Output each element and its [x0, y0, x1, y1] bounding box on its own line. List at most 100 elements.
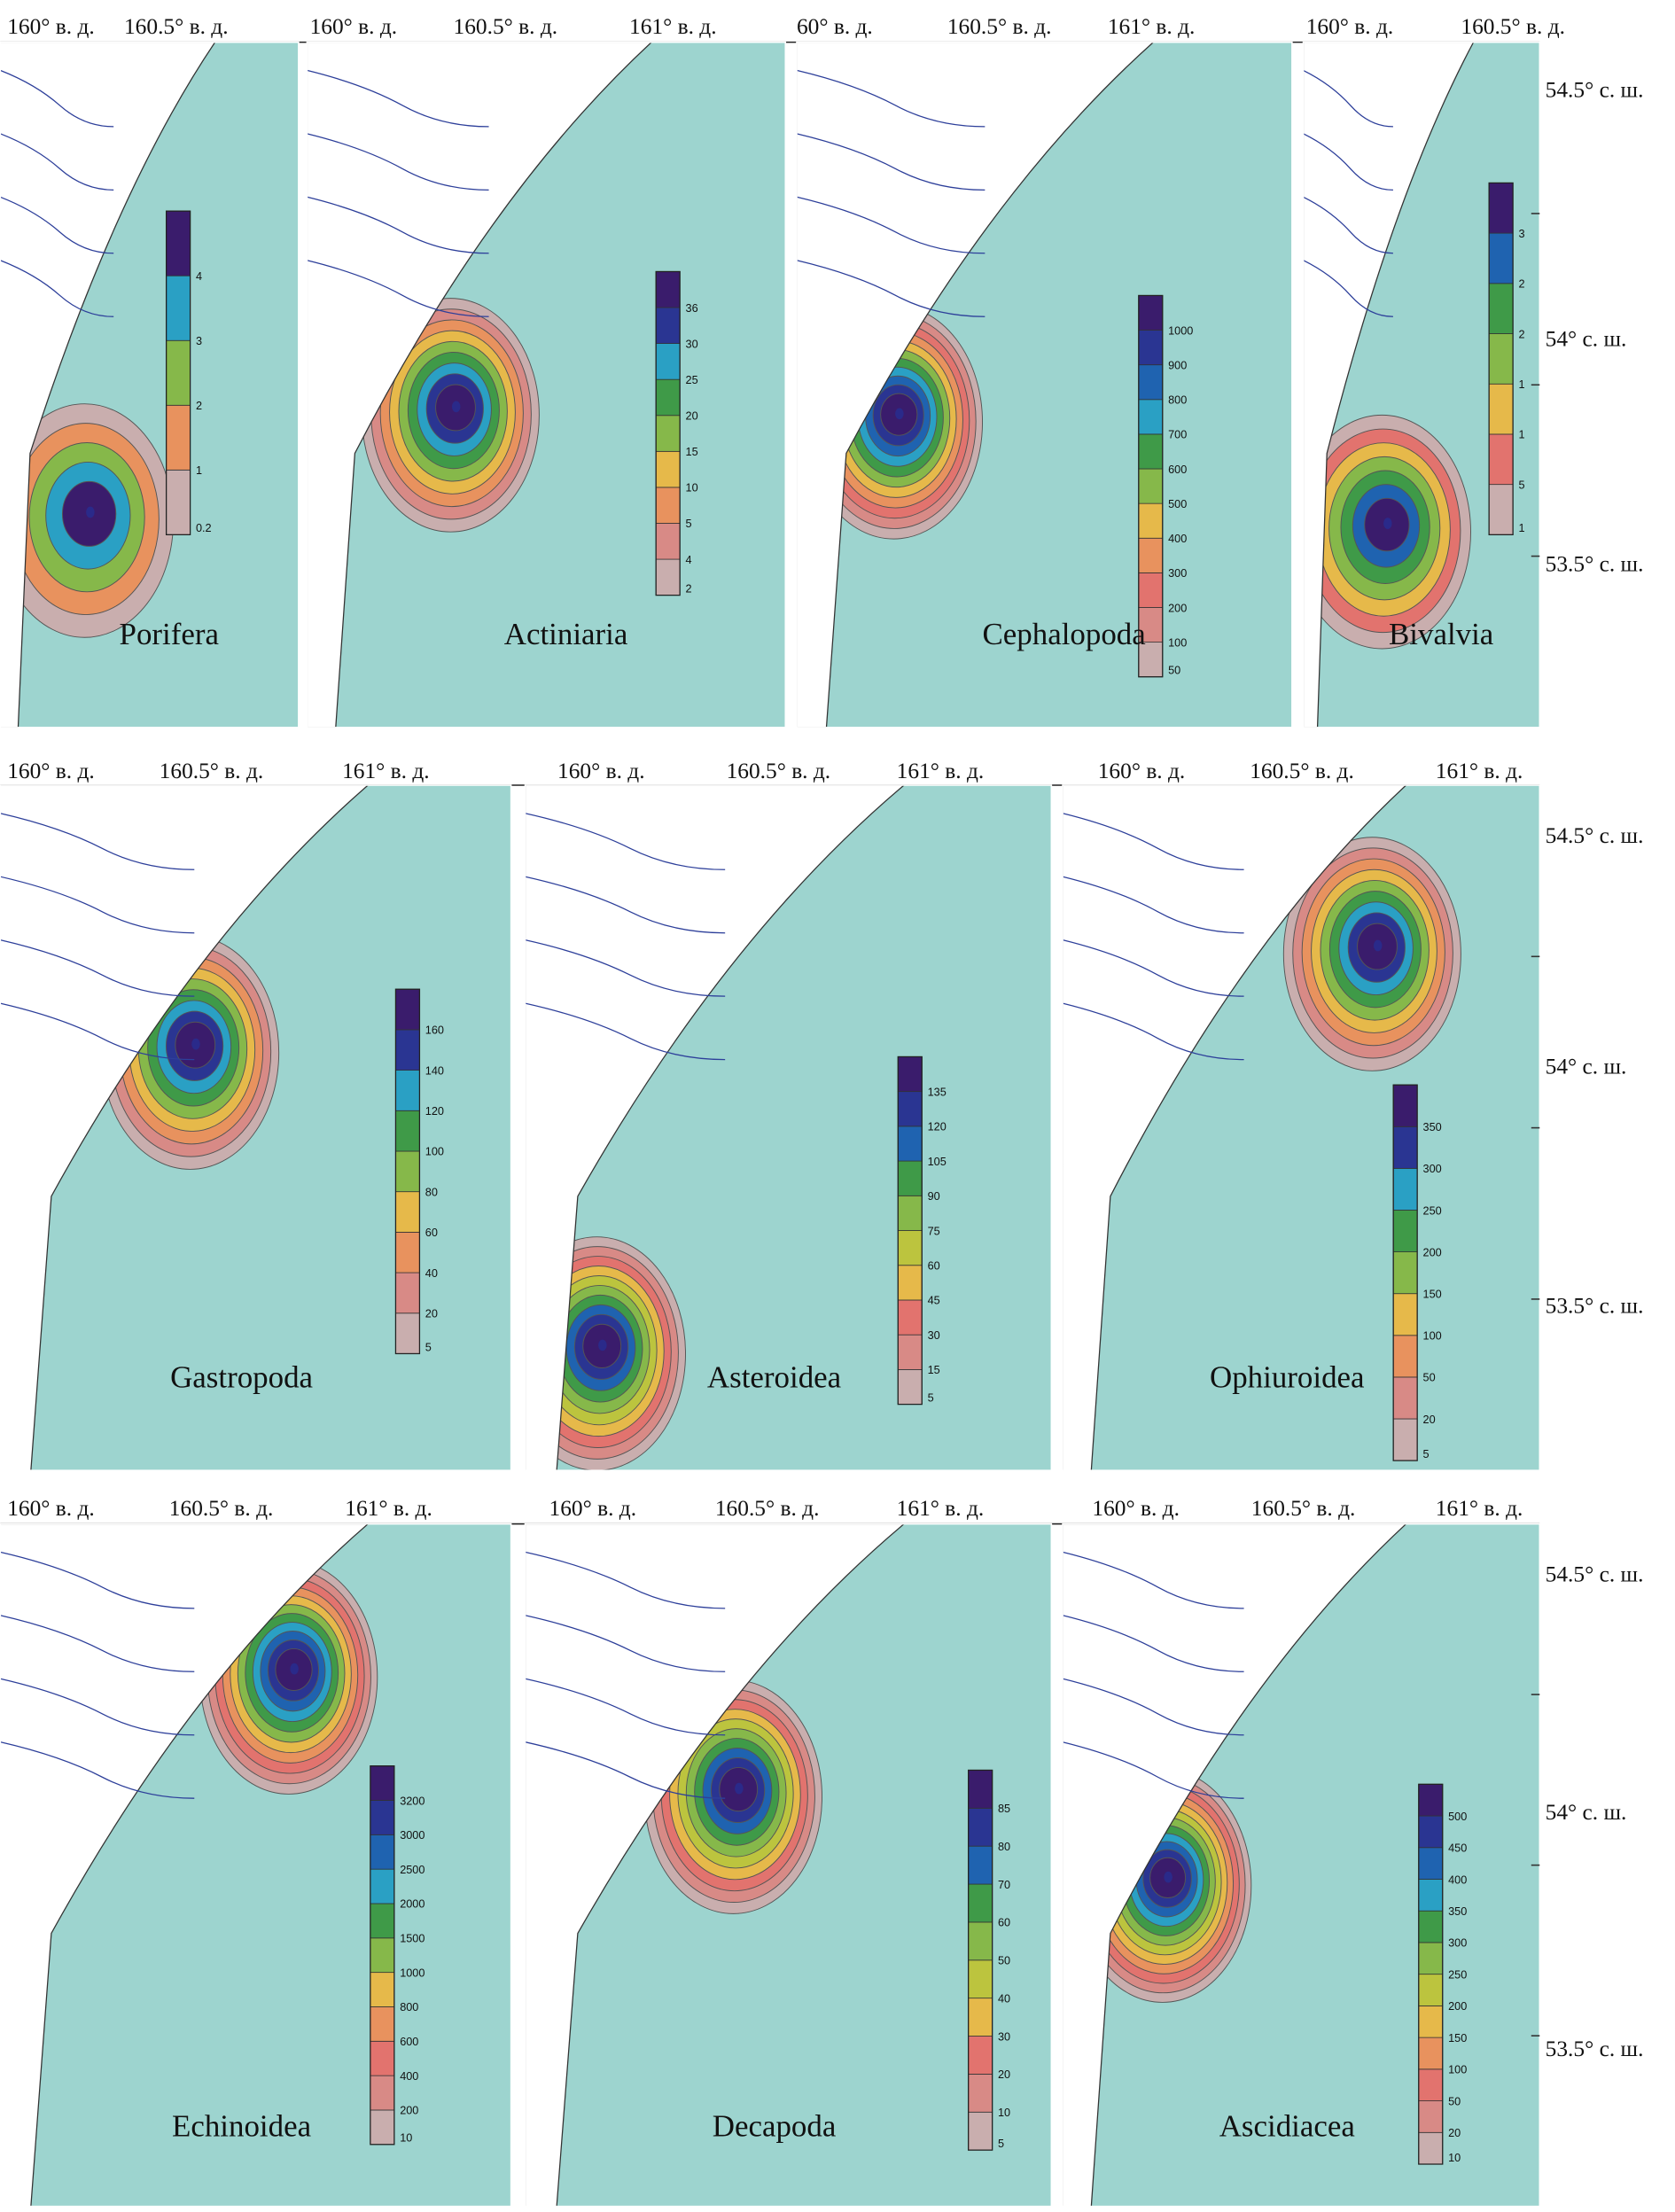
colorbar-label: 2	[686, 582, 692, 595]
river	[0, 1741, 195, 1799]
colorbar-cell	[897, 1125, 923, 1162]
river	[796, 69, 986, 128]
colorbar-cell	[897, 1195, 923, 1231]
panel-title: Decapoda	[713, 2108, 837, 2143]
colorbar-cell	[1488, 383, 1514, 435]
lat-label: 53.5° с. ш.	[1546, 1293, 1644, 1318]
map-panel	[307, 42, 786, 728]
colorbar-label: 400	[1168, 533, 1187, 545]
lon-label: 160.5° в. д.	[1461, 14, 1565, 39]
colorbar-cell	[968, 1959, 993, 1999]
river	[0, 813, 195, 870]
contour-center	[735, 1782, 744, 1795]
colorbar-label: 1	[1518, 522, 1524, 534]
colorbar-cell	[655, 487, 681, 524]
colorbar-label: 600	[400, 2036, 418, 2048]
colorbar-label: 500	[1168, 498, 1187, 510]
colorbar-cell	[1138, 364, 1164, 401]
lon-label: 160.5° в. д.	[1250, 759, 1354, 783]
colorbar-cell	[1392, 1210, 1418, 1252]
lon-label: 160.5° в. д.	[715, 1496, 820, 1521]
colorbar-cell	[370, 1972, 395, 2007]
colorbar-frame	[370, 1765, 395, 2146]
river	[796, 133, 986, 191]
colorbar-label: 100	[425, 1146, 444, 1158]
map-panel	[1063, 1523, 1540, 2207]
colorbar-cell	[1488, 333, 1514, 385]
colorbar-label: 2500	[400, 1864, 425, 1876]
colorbar-cell	[1138, 642, 1164, 678]
panel-border	[0, 784, 512, 1472]
colorbar-label: 5	[928, 1391, 934, 1404]
colorbar-label: 36	[686, 302, 698, 315]
river	[1303, 69, 1393, 128]
colorbar-label: 20	[1423, 1414, 1436, 1426]
river	[796, 196, 986, 254]
colorbar-cell	[968, 2036, 993, 2075]
panel-title: Asteroidea	[707, 1360, 842, 1395]
lon-label: 160.5° в. д.	[169, 1496, 274, 1521]
colorbar-label: 60	[425, 1227, 438, 1239]
river	[0, 196, 114, 254]
river	[1303, 133, 1393, 191]
river	[1063, 1741, 1244, 1799]
colorbar-label: 1	[1518, 378, 1524, 391]
contour-center	[1164, 1871, 1172, 1883]
colorbar-cell	[395, 1231, 420, 1273]
panel-title: Bivalvia	[1389, 617, 1494, 651]
river	[0, 1551, 195, 1609]
map-panel	[1303, 42, 1540, 728]
lon-label: 160° в. д.	[557, 759, 645, 783]
contour-center	[1383, 518, 1392, 530]
lon-label: 160.5° в. д.	[454, 14, 558, 39]
colorbar-cell	[968, 2074, 993, 2113]
colorbar-label: 2	[1518, 278, 1524, 291]
colorbar-label: 10	[686, 482, 698, 495]
lon-label: 60° в. д.	[797, 14, 873, 39]
colorbar-label: 5	[1518, 479, 1524, 491]
colorbar-cell	[395, 1312, 420, 1354]
colorbar-label: 10	[1448, 2152, 1461, 2164]
colorbar-label: 500	[1448, 1811, 1467, 1823]
lon-label: 160° в. д.	[7, 1496, 95, 1521]
colorbar-label: 4	[686, 554, 692, 566]
colorbar-label: 30	[686, 338, 698, 350]
lat-label: 54.5° с. ш.	[1546, 78, 1644, 103]
colorbar-label: 100	[1448, 2064, 1467, 2076]
colorbar-label: 45	[928, 1295, 940, 1307]
colorbar-label: 20	[998, 2068, 1010, 2081]
panel-title: Echinoidea	[172, 2108, 312, 2143]
river	[525, 1002, 726, 1061]
colorbar-cell	[1418, 2100, 1444, 2133]
colorbar-label: 60	[928, 1260, 940, 1273]
river	[796, 260, 986, 317]
colorbar-cell	[395, 1029, 420, 1071]
colorbar-label: 5	[425, 1341, 432, 1353]
colorbar-label: 300	[1448, 1937, 1467, 1950]
colorbar-cell	[1418, 1942, 1444, 1975]
colorbar-cell	[655, 343, 681, 380]
lon-label: 160.5° в. д.	[1251, 1496, 1356, 1521]
lon-label: 160.5° в. д.	[160, 759, 264, 783]
lon-label: 161° в. д.	[1436, 1496, 1523, 1521]
panel-title: Porifera	[120, 617, 220, 651]
colorbar-cell	[1392, 1335, 1418, 1378]
land	[796, 42, 1155, 728]
colorbar-cell	[370, 1903, 395, 1939]
river	[525, 813, 726, 870]
colorbar-label: 25	[686, 374, 698, 386]
colorbar-label: 50	[998, 1955, 1010, 1967]
colorbar-label: 350	[1423, 1121, 1442, 1133]
colorbar-label: 250	[1448, 1968, 1467, 1981]
colorbar-cell	[968, 1845, 993, 1885]
colorbar-cell	[655, 271, 681, 308]
river	[307, 260, 489, 317]
colorbar-cell	[1392, 1293, 1418, 1336]
colorbar-cell	[655, 378, 681, 417]
land	[307, 42, 653, 728]
colorbar-cell	[1138, 502, 1164, 539]
colorbar-label: 200	[1423, 1246, 1442, 1258]
colorbar-label: 20	[686, 410, 698, 423]
colorbar-cell	[1418, 2068, 1444, 2101]
